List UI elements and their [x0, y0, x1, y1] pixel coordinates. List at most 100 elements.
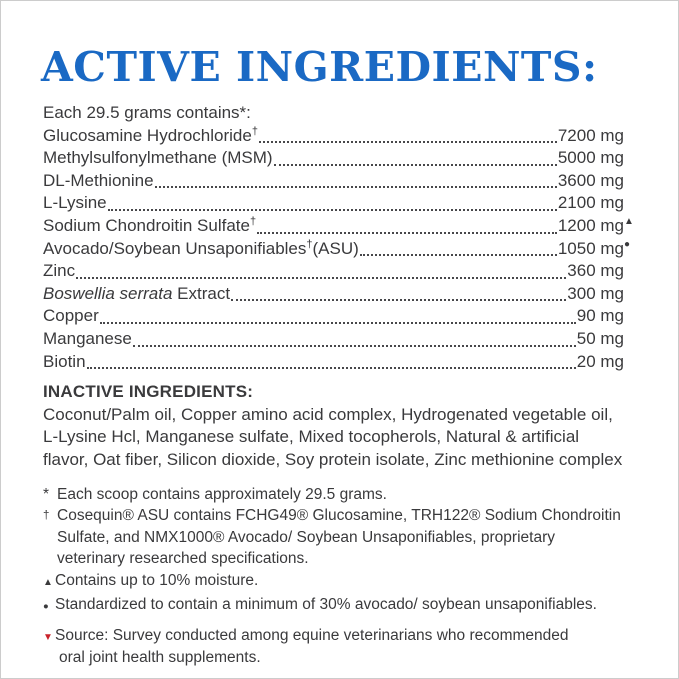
- dot-leader: [256, 215, 558, 238]
- dot-leader: [99, 305, 577, 328]
- circle-mark: ●: [43, 600, 49, 612]
- ingredient-name: Biotin: [43, 351, 86, 374]
- ingredient-amount: 50 mg: [577, 328, 624, 351]
- ingredient-name: Manganese: [43, 328, 132, 351]
- amount-text: 50 mg: [576, 329, 624, 349]
- inactive-ingredients-section: INACTIVE INGREDIENTS: Coconut/Palm oil, …: [43, 381, 641, 471]
- asterisk-mark: *: [43, 485, 50, 503]
- dot-leader: [273, 147, 558, 170]
- ingredient-row: Avocado/Soybean Unsaponifiables†(ASU) 10…: [43, 238, 630, 261]
- ingredient-name-text: Glucosamine Hydrochloride: [43, 125, 252, 145]
- ingredient-name-italic: Boswellia serrata: [43, 283, 173, 303]
- ingredient-name: Copper: [43, 305, 99, 328]
- ingredient-amount: 90 mg: [577, 305, 624, 328]
- ingredient-name-text: Manganese: [43, 329, 132, 349]
- footnote-line: Cosequin® ASU contains FCHG49® Glucosami…: [57, 507, 621, 525]
- dagger-mark: †: [43, 510, 50, 523]
- ingredient-row: L-Lysine 2100 mg: [43, 192, 624, 215]
- dot-leader: [132, 328, 577, 351]
- ingredient-name-text: Avocado/Soybean Unsaponifiables: [43, 238, 307, 258]
- footnote-moisture: ▲ Contains up to 10% moisture.: [43, 570, 641, 594]
- ingredient-name-text: Biotin: [43, 351, 86, 371]
- footnote-source: ▼ Source: Survey conducted among equine …: [43, 625, 641, 668]
- ingredient-name-text: Zinc: [43, 261, 76, 281]
- amount-text: 2100 mg: [557, 193, 624, 213]
- ingredient-name: Avocado/Soybean Unsaponifiables†(ASU): [43, 238, 359, 261]
- amount-text: 20 mg: [576, 351, 624, 371]
- dot-leader: [75, 260, 567, 283]
- ingredient-name-text: Sodium Chondroitin Sulfate: [43, 216, 250, 236]
- footnote-text: Source: Survey conducted among equine ve…: [55, 625, 641, 668]
- footnote-scoop: * Each scoop contains approximately 29.5…: [43, 484, 641, 506]
- ingredient-row: Sodium Chondroitin Sulfate† 1200 mg ▲: [43, 215, 634, 238]
- ingredient-row: Manganese 50 mg: [43, 328, 624, 351]
- ingredient-row: Boswellia serrata Extract 300 mg: [43, 283, 624, 306]
- dagger-mark: †: [249, 215, 257, 228]
- ingredient-amount: 1200 mg ▲: [557, 215, 634, 238]
- footnote-text: Contains up to 10% moisture.: [55, 570, 641, 592]
- footnote-line: Source: Survey conducted among equine ve…: [55, 627, 569, 645]
- ingredient-row: Biotin 20 mg: [43, 351, 624, 374]
- ingredient-amount: 20 mg: [577, 351, 624, 374]
- dot-leader: [86, 351, 577, 374]
- ingredient-name: Methylsulfonylmethane (MSM): [43, 147, 273, 170]
- ingredient-name: Sodium Chondroitin Sulfate†: [43, 215, 256, 238]
- footnote-line: oral joint health supplements.: [59, 648, 261, 666]
- ingredient-row: Zinc 360 mg: [43, 260, 624, 283]
- ingredient-name-text: Extract: [172, 283, 231, 303]
- dot-leader: [258, 125, 558, 148]
- triangle-up-mark: ▲: [43, 576, 53, 588]
- footnote-line: Each scoop contains approximately 29.5 g…: [57, 485, 387, 503]
- amount-marker: ●: [624, 238, 631, 250]
- dot-leader: [107, 192, 558, 215]
- dot-leader: [154, 170, 558, 193]
- ingredient-name: L-Lysine: [43, 192, 107, 215]
- ingredient-name-text: DL-Methionine: [43, 170, 154, 190]
- amount-text: 300 mg: [567, 283, 624, 303]
- footnote-line: Sulfate, and NMX1000® Avocado/ Soybean U…: [57, 528, 555, 546]
- ingredient-amount: 300 mg: [567, 283, 624, 306]
- amount-marker: ▲: [624, 216, 634, 228]
- footnotes-section: * Each scoop contains approximately 29.5…: [43, 484, 641, 669]
- ingredient-amount: 7200 mg: [558, 125, 624, 148]
- ingredient-row: Glucosamine Hydrochloride† 7200 mg: [43, 125, 624, 148]
- ingredient-amount: 5000 mg: [558, 147, 624, 170]
- footnote-line: veterinary researched specifications.: [57, 550, 309, 568]
- inactive-ingredients-line: L-Lysine Hcl, Manganese sulfate, Mixed t…: [43, 427, 580, 447]
- ingredient-row: Copper 90 mg: [43, 305, 624, 328]
- amount-text: 7200 mg: [557, 125, 624, 145]
- ingredient-amount: 1050 mg ●: [557, 238, 630, 261]
- inactive-ingredients-text: Coconut/Palm oil, Copper amino acid comp…: [43, 404, 641, 472]
- ingredient-amount: 3600 mg: [558, 170, 624, 193]
- ingredient-name: Zinc: [43, 260, 75, 283]
- dagger-mark: †: [251, 125, 258, 138]
- ingredient-name-text: Methylsulfonylmethane (MSM): [43, 148, 273, 168]
- inactive-ingredients-line: Coconut/Palm oil, Copper amino acid comp…: [43, 404, 613, 424]
- triangle-down-red-mark: ▼: [43, 632, 53, 644]
- ingredient-name-text: Copper: [43, 306, 99, 326]
- amount-text: 1050 mg: [557, 238, 624, 258]
- dagger-mark: †: [306, 238, 313, 250]
- ingredient-row: Methylsulfonylmethane (MSM) 5000 mg: [43, 147, 624, 170]
- footnote-standardized: ● Standardized to contain a minimum of 3…: [43, 594, 641, 618]
- ingredient-name: DL-Methionine: [43, 170, 154, 193]
- inactive-ingredients-heading: INACTIVE INGREDIENTS:: [43, 382, 254, 402]
- ingredient-name: Boswellia serrata Extract: [43, 283, 230, 306]
- ingredient-amount: 360 mg: [567, 260, 624, 283]
- amount-text: 1200 mg: [557, 216, 624, 236]
- ingredient-name: Glucosamine Hydrochloride†: [43, 125, 258, 148]
- active-ingredients-heading: ACTIVE INGREDIENTS:: [41, 43, 598, 91]
- footnote-cosequin: † Cosequin® ASU contains FCHG49® Glucosa…: [43, 505, 641, 570]
- active-ingredient-list: Glucosamine Hydrochloride† 7200 mg Methy…: [43, 125, 641, 374]
- ingredient-name-suffix: (ASU): [312, 238, 359, 258]
- ingredient-row: DL-Methionine 3600 mg: [43, 170, 624, 193]
- amount-text: 360 mg: [567, 261, 624, 281]
- ingredient-name-text: L-Lysine: [43, 193, 107, 213]
- dot-leader: [359, 238, 558, 261]
- footnote-text: Each scoop contains approximately 29.5 g…: [57, 484, 641, 506]
- footnote-text: Cosequin® ASU contains FCHG49® Glucosami…: [57, 505, 641, 570]
- serving-size-line: Each 29.5 grams contains*:: [43, 103, 251, 123]
- ingredient-amount: 2100 mg: [558, 192, 624, 215]
- footnote-line: Standardized to contain a minimum of 30%…: [55, 595, 597, 613]
